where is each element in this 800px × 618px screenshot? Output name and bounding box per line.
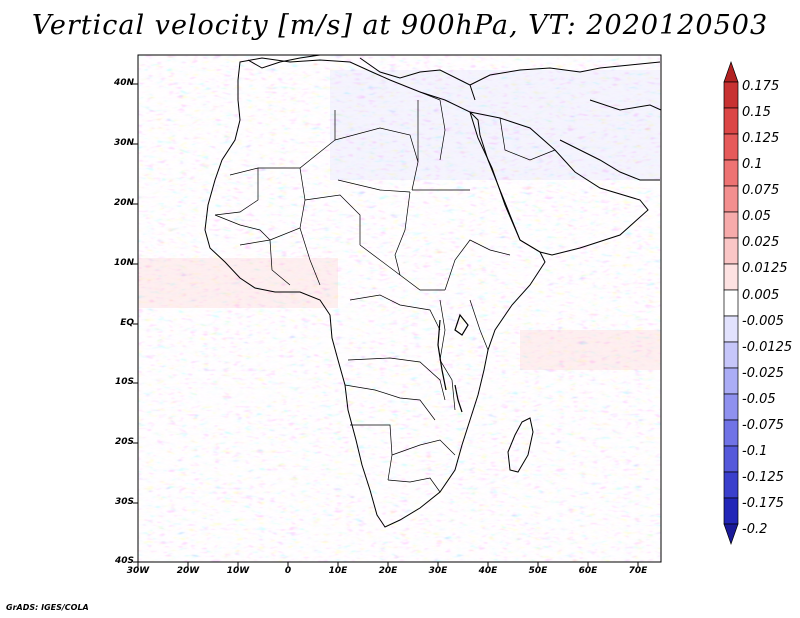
colorbar-swatch <box>723 237 739 265</box>
colorbar-top-arrow <box>723 60 739 83</box>
lon-label-20e: 20E <box>378 566 398 576</box>
lon-ticks <box>137 562 639 567</box>
grads-footer: GrADS: IGES/COLA <box>6 603 89 612</box>
lat-label-40s: 40S <box>114 556 134 566</box>
colorbar-swatch <box>723 289 739 317</box>
colorbar-label: 0.125 <box>742 131 780 146</box>
colorbar-label: 0.15 <box>742 105 771 120</box>
colorbar-swatch <box>723 159 739 187</box>
colorbar-label: 0.05 <box>742 209 771 224</box>
velocity-field <box>138 55 661 562</box>
colorbar-swatch <box>723 211 739 239</box>
colorbar-label: 0.005 <box>742 288 780 303</box>
colorbar-swatch <box>723 497 739 525</box>
colorbar-label: 0.1 <box>742 157 763 172</box>
lat-ticks <box>133 83 138 563</box>
colorbar-label: -0.005 <box>742 314 784 329</box>
lat-label-eq: EQ <box>120 318 134 328</box>
colorbar-swatch <box>723 393 739 421</box>
coastlines <box>204 54 662 528</box>
lakes <box>437 313 469 413</box>
lat-label-30s: 30S <box>114 497 134 507</box>
lon-label-60e: 60E <box>578 566 598 576</box>
colorbar-label: 0.025 <box>742 235 780 250</box>
colorbar-swatch <box>723 419 739 447</box>
colorbar-swatch <box>723 107 739 135</box>
colorbar-swatch <box>723 445 739 473</box>
colorbar-label: -0.2 <box>742 522 768 537</box>
map-title: Vertical velocity [m/s] at 900hPa, VT: 2… <box>31 10 769 41</box>
lat-label-10s: 10S <box>114 377 134 387</box>
colorbar-swatch <box>723 315 739 343</box>
colorbar-label: 0.0125 <box>742 261 788 276</box>
lon-label-30w: 30W <box>126 566 150 576</box>
colorbar-label: -0.075 <box>742 418 784 433</box>
lat-label-20s: 20S <box>114 437 134 447</box>
colorbar-label: -0.175 <box>742 496 784 511</box>
colorbar-swatch <box>723 185 739 213</box>
colorbar-swatch <box>723 81 739 109</box>
colorbar-swatch <box>723 341 739 369</box>
colorbar-label: 0.175 <box>742 79 780 94</box>
colorbar-swatch <box>723 133 739 161</box>
colorbar-swatch <box>723 471 739 499</box>
colorbar <box>723 60 739 546</box>
colorbar-label: -0.025 <box>742 366 784 381</box>
lat-label-10n: 10N <box>113 258 134 268</box>
lon-label-20w: 20W <box>176 566 200 576</box>
country-borders <box>214 91 556 493</box>
colorbar-swatch <box>723 367 739 395</box>
lon-label-40e: 40E <box>478 566 498 576</box>
lon-label-30e: 30E <box>428 566 448 576</box>
plot-frame <box>137 54 662 563</box>
colorbar-swatch <box>723 263 739 291</box>
colorbar-label: -0.125 <box>742 470 784 485</box>
colorbar-label: -0.1 <box>742 444 768 459</box>
lon-label-50e: 50E <box>528 566 548 576</box>
lon-label-10w: 10W <box>226 566 250 576</box>
colorbar-label: -0.0125 <box>742 340 793 355</box>
colorbar-label: -0.05 <box>742 392 776 407</box>
lon-label-0: 0 <box>284 566 292 576</box>
lat-label-20n: 20N <box>113 198 134 208</box>
lat-label-30n: 30N <box>113 138 134 148</box>
lat-label-40n: 40N <box>113 78 134 88</box>
lon-label-70e: 70E <box>628 566 648 576</box>
colorbar-label: 0.075 <box>742 183 780 198</box>
lon-label-10e: 10E <box>328 566 348 576</box>
colorbar-bottom-arrow <box>723 523 739 546</box>
